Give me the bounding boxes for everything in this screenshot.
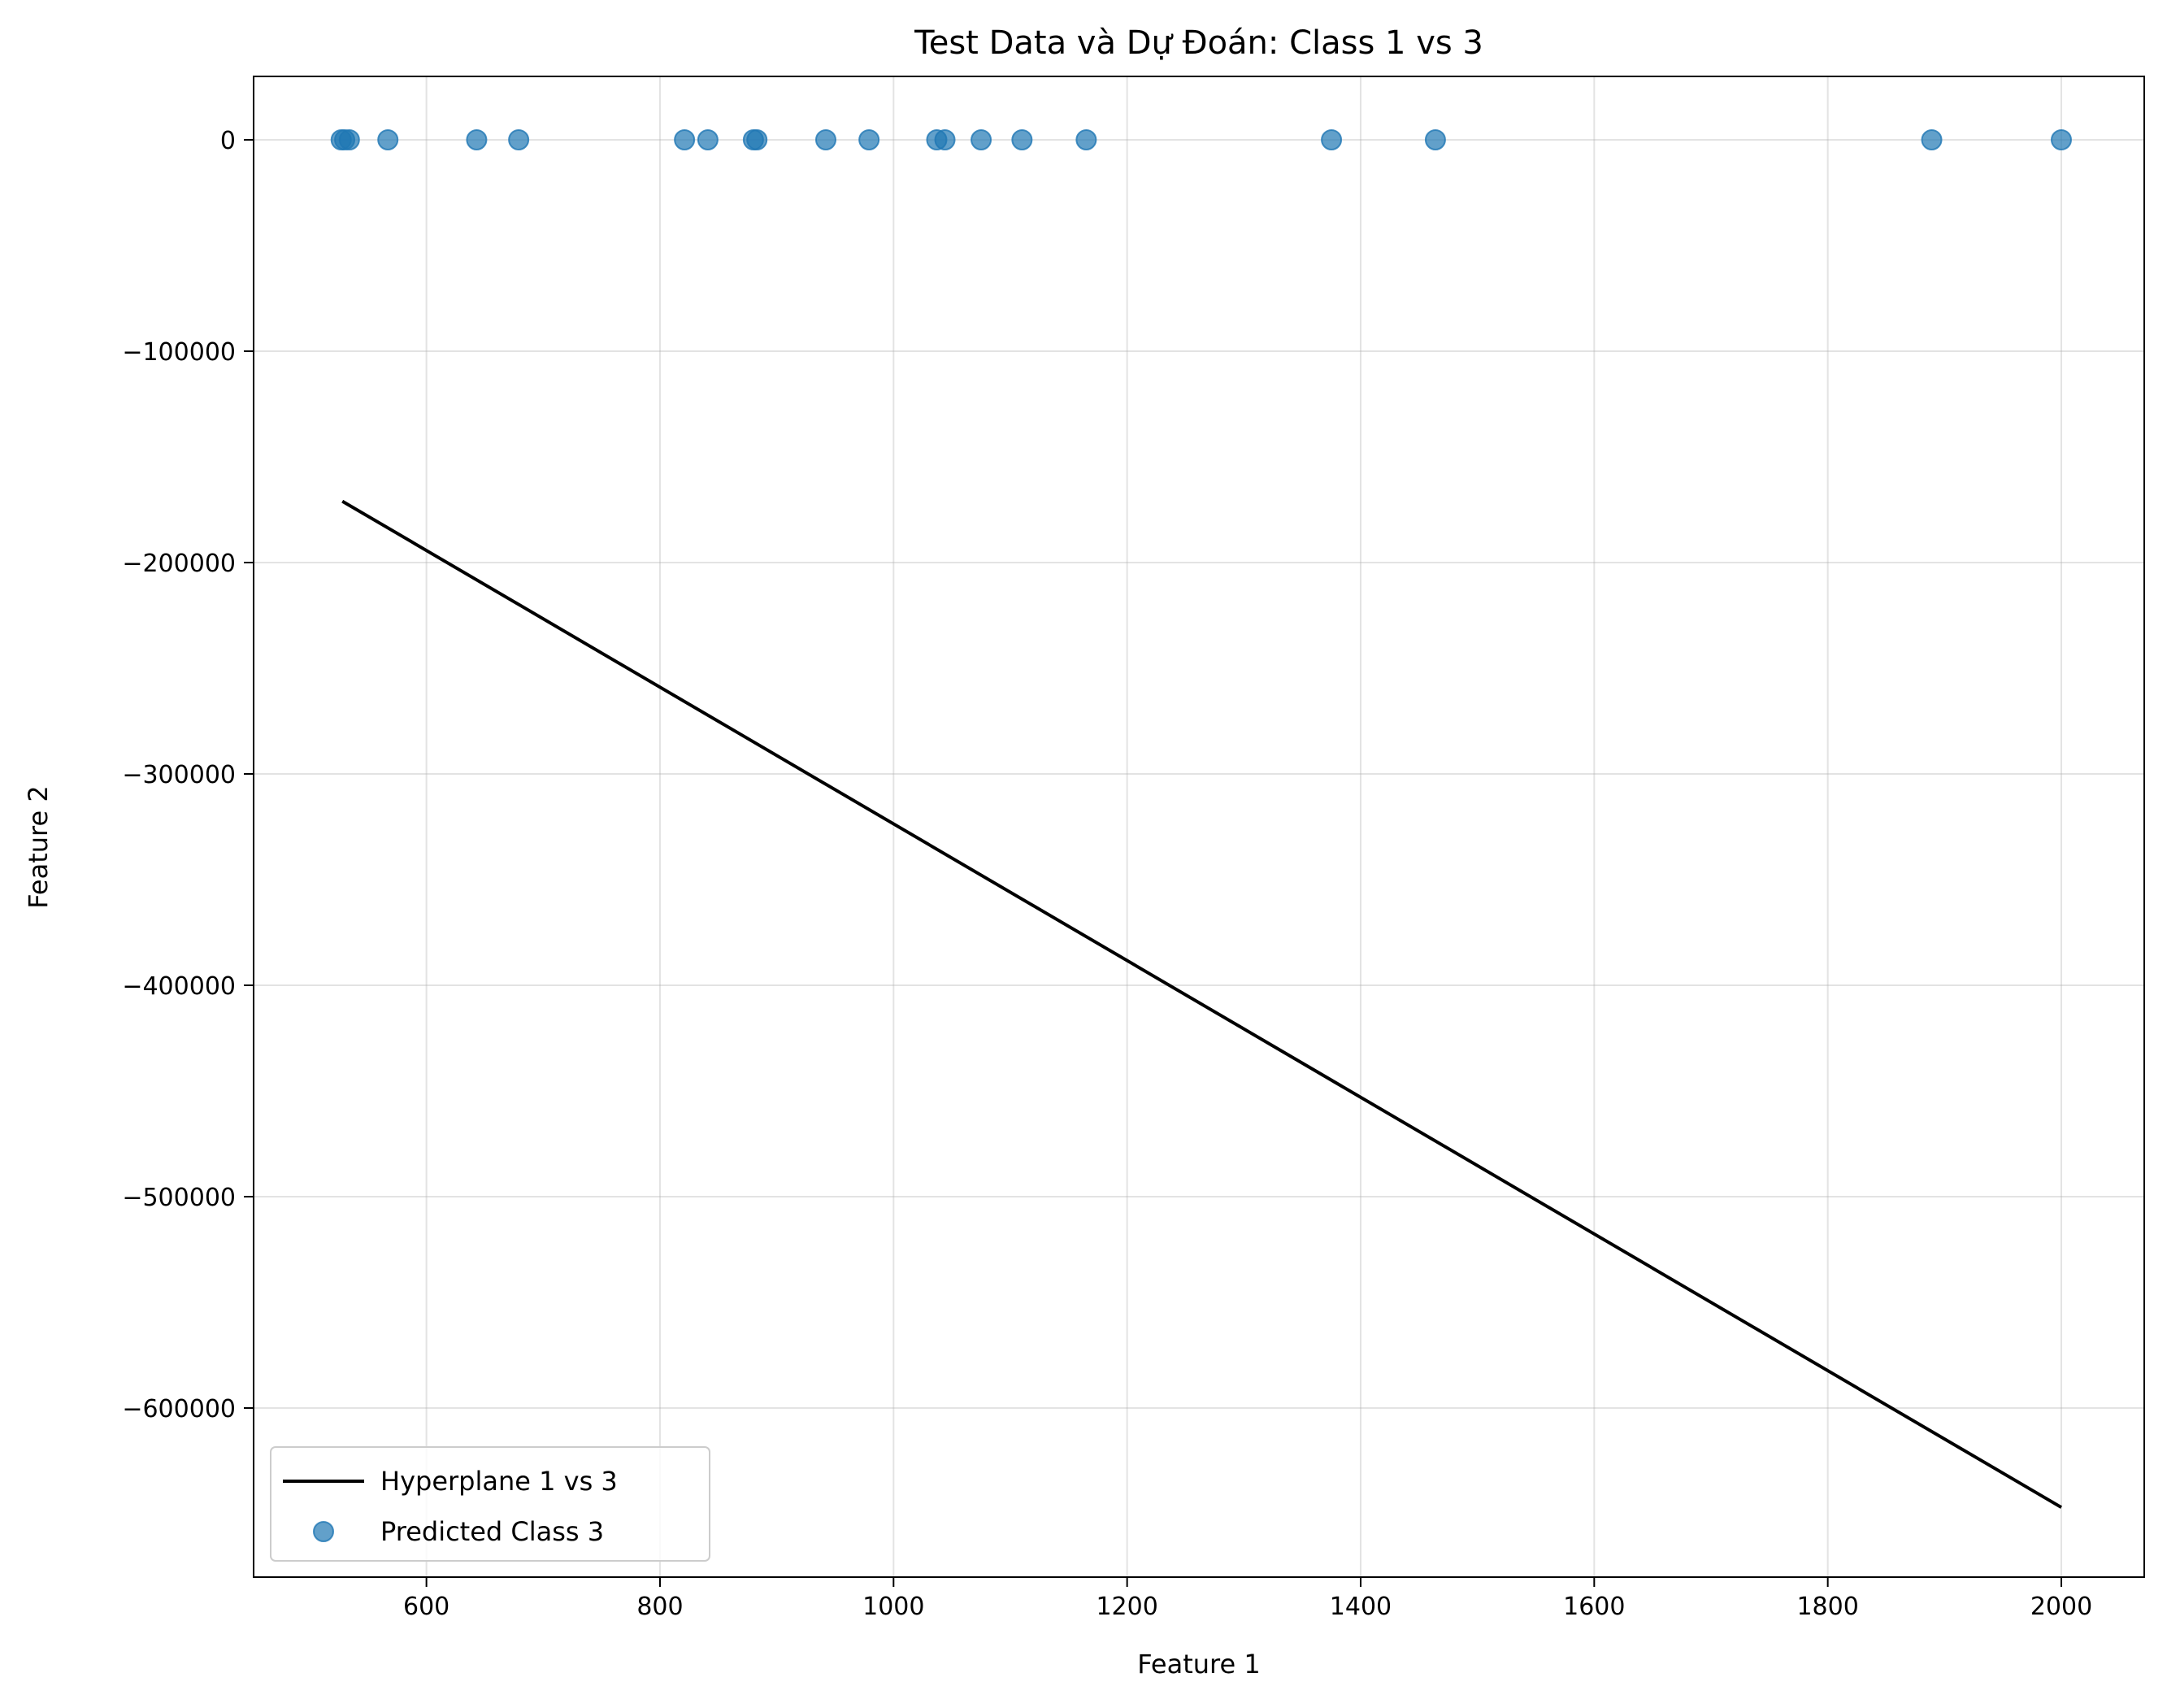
scatter-point: [858, 129, 880, 150]
scatter-point: [697, 129, 719, 150]
x-tick-label: 1000: [862, 1593, 924, 1621]
scatter-point: [338, 129, 360, 150]
scatter-point: [746, 129, 768, 150]
x-tick-label: 1400: [1330, 1593, 1392, 1621]
x-tick-label: 1200: [1096, 1593, 1157, 1621]
legend-label-hyperplane: Hyperplane 1 vs 3: [380, 1466, 618, 1497]
plot-frame: [253, 76, 2145, 1578]
scatter-point: [2050, 129, 2072, 150]
legend-label-predicted: Predicted Class 3: [380, 1516, 604, 1547]
scatter-point: [971, 129, 992, 150]
scatter-point: [1011, 129, 1033, 150]
x-tick-label: 600: [403, 1593, 449, 1621]
x-tick-label: 800: [636, 1593, 683, 1621]
scatter-point: [1075, 129, 1097, 150]
scatter-point: [1424, 129, 1446, 150]
hyperplane-line: [341, 499, 2063, 1509]
legend-point-swatch: [313, 1521, 334, 1542]
scatter-point: [934, 129, 956, 150]
chart-title: Test Data và Dự Đoán: Class 1 vs 3: [914, 24, 1483, 62]
plot-content: [330, 129, 2072, 1509]
scatter-point: [377, 129, 399, 150]
y-tick-label: −400000: [122, 972, 236, 1001]
grid: [254, 76, 2144, 1577]
legend: Hyperplane 1 vs 3 Predicted Class 3: [270, 1446, 710, 1562]
scatter-point: [466, 129, 488, 150]
y-tick-label: −300000: [122, 761, 236, 789]
scatter-point: [674, 129, 696, 150]
scatter-point: [1321, 129, 1343, 150]
y-tick-label: −200000: [122, 550, 236, 578]
y-tick-label: −600000: [122, 1395, 236, 1423]
x-tick-label: 2000: [2030, 1593, 2092, 1621]
legend-box: [270, 1446, 710, 1562]
scatter-point: [508, 129, 530, 150]
y-tick-label: −500000: [122, 1184, 236, 1212]
x-axis-title: Feature 1: [1137, 1649, 1260, 1680]
x-tick-label: 1800: [1796, 1593, 1858, 1621]
y-tick-label: −100000: [122, 338, 236, 367]
y-axis: 0 −100000 −200000 −300000 −400000 −500000 −600…: [122, 127, 254, 1423]
x-axis: 600 800 1000 1200 1400 1600 1800 2000: [403, 1577, 2092, 1621]
y-tick-label: 0: [220, 127, 236, 155]
scatter-point: [814, 129, 836, 150]
y-axis-title: Feature 2: [23, 785, 54, 908]
x-tick-label: 1600: [1563, 1593, 1625, 1621]
scatter-point: [1921, 129, 1943, 150]
